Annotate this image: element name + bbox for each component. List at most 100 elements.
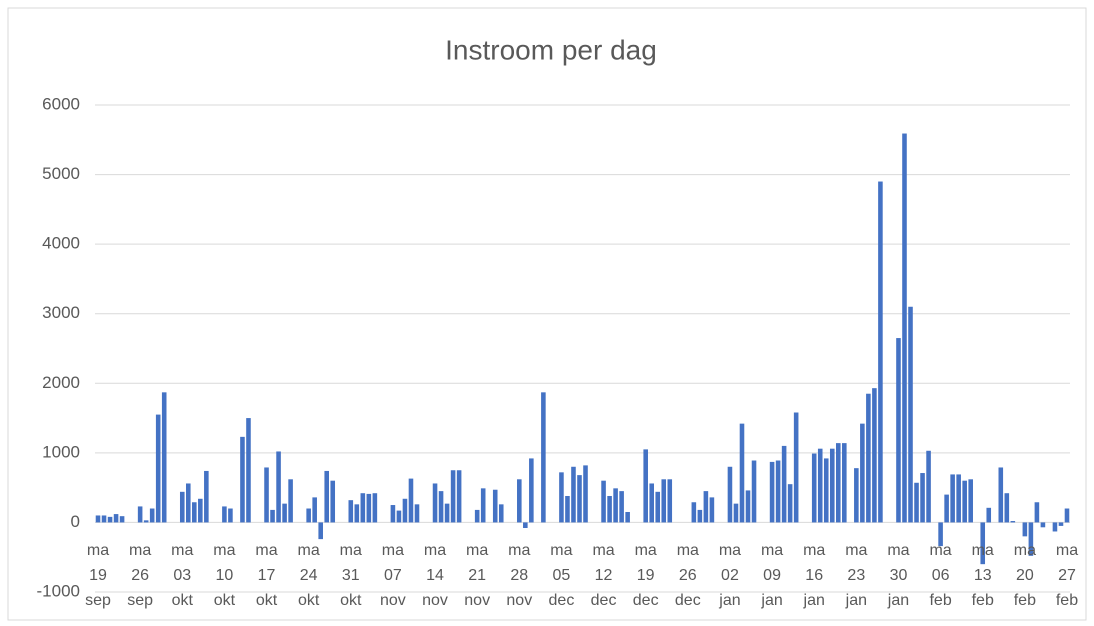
bar — [962, 480, 967, 523]
bar — [149, 508, 155, 523]
y-tick-label: 6000 — [42, 94, 80, 113]
x-tick-label: ma 09 jan — [760, 542, 784, 609]
bar — [198, 498, 203, 523]
bar — [492, 489, 498, 523]
bar — [649, 483, 654, 523]
x-tick-label: ma 23 jan — [845, 542, 868, 609]
bar — [432, 483, 438, 523]
bar — [456, 470, 462, 523]
bar — [842, 443, 847, 523]
bar — [866, 393, 871, 523]
bar — [113, 514, 119, 523]
bar — [829, 448, 835, 523]
bar — [703, 491, 709, 523]
x-tick-label: ma 14 nov — [422, 542, 448, 609]
bar — [402, 498, 408, 523]
bar — [571, 466, 576, 523]
x-tick-label: ma 05 dec — [548, 542, 575, 609]
bar — [817, 448, 823, 523]
bar — [1028, 522, 1034, 556]
x-tick-label: ma 06 feb — [929, 542, 952, 609]
bar — [920, 473, 925, 523]
bar — [565, 495, 570, 523]
bar — [691, 502, 697, 523]
bar — [902, 133, 907, 523]
x-tick-label: ma 03 okt — [171, 542, 194, 609]
bar — [186, 483, 191, 523]
bar — [896, 338, 901, 523]
bar — [523, 522, 528, 528]
x-tick-label: ma 16 jan — [803, 542, 826, 609]
bar — [613, 488, 618, 523]
bar — [414, 504, 420, 523]
bar — [643, 449, 648, 523]
bar — [1058, 522, 1064, 526]
bar — [601, 480, 606, 523]
bar — [107, 516, 113, 523]
bar — [811, 453, 817, 523]
x-tick-label: ma 07 nov — [380, 542, 406, 609]
bar — [908, 306, 913, 523]
bar — [751, 460, 757, 523]
x-tick-label: ma 20 feb — [1013, 542, 1036, 609]
y-tick-label: 0 — [71, 512, 80, 531]
bar — [474, 509, 480, 523]
bar — [354, 504, 360, 523]
bar — [619, 491, 624, 523]
bar — [101, 515, 107, 523]
bar — [450, 470, 456, 523]
y-tick-label: 5000 — [42, 164, 80, 183]
bar — [95, 515, 101, 523]
bar — [697, 509, 703, 523]
bar — [559, 472, 564, 523]
bar — [330, 480, 336, 523]
bar — [396, 510, 402, 523]
bar — [775, 460, 781, 523]
bar — [264, 467, 269, 523]
bar — [1022, 522, 1028, 537]
x-tick-label: ma 24 okt — [297, 542, 320, 609]
bar — [1004, 493, 1010, 523]
bar — [793, 412, 799, 523]
bar — [661, 479, 667, 523]
bar — [360, 493, 366, 523]
bar — [318, 522, 323, 540]
bar — [408, 478, 414, 523]
bar — [938, 522, 943, 547]
bar — [956, 474, 961, 523]
chart-border — [7, 7, 1087, 621]
y-tick-label: 2000 — [42, 373, 80, 392]
bar — [1010, 521, 1016, 523]
bar — [739, 423, 745, 523]
y-tick-label: 4000 — [42, 234, 80, 253]
bar — [276, 451, 281, 523]
bar — [1040, 522, 1046, 528]
bar — [745, 490, 751, 523]
x-tick-label: ma 19 dec — [632, 542, 659, 609]
x-tick-label: ma 10 okt — [213, 542, 236, 609]
x-tick-label: ma 12 dec — [590, 542, 617, 609]
bar — [372, 493, 378, 523]
bar — [541, 392, 546, 523]
bar — [480, 488, 486, 523]
bar — [860, 423, 865, 523]
bar — [727, 466, 733, 523]
bar — [1064, 508, 1070, 523]
bar — [667, 479, 673, 523]
bar — [179, 491, 185, 523]
y-tick-label: -1000 — [37, 581, 80, 600]
bar — [914, 482, 919, 523]
bar — [583, 465, 588, 523]
bar — [137, 506, 143, 523]
x-tick-label: ma 26 dec — [674, 542, 701, 609]
bar — [282, 503, 287, 523]
bar — [119, 516, 125, 523]
bar — [709, 497, 715, 523]
bar — [348, 500, 354, 523]
bar — [950, 474, 955, 523]
bar — [143, 520, 149, 523]
bar — [222, 506, 227, 523]
bar — [854, 468, 859, 523]
bar — [228, 508, 233, 523]
